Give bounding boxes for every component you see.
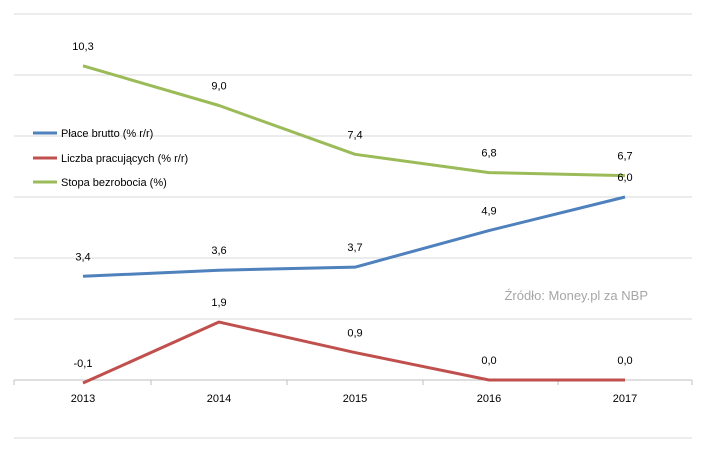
data-label: 4,9 (481, 206, 496, 218)
data-label: 0,0 (617, 355, 632, 367)
data-labels: 3,4 3,6 3,7 4,9 6,0 -0,1 1,9 0,9 0,0 0,0 10,3 9,0 7,… (72, 41, 632, 370)
series-line (82, 64, 626, 178)
source-note: Źródło: Money.pl za NBP (504, 288, 648, 303)
legend-label: Stopa bezrobocia (%) (61, 177, 167, 189)
x-tick-label: 2015 (343, 393, 367, 405)
data-label: 0,0 (481, 355, 496, 367)
data-label: 3,6 (211, 245, 226, 257)
data-label: 6,0 (617, 172, 632, 184)
legend: Płace brutto (% r/r) Liczba pracujących (… (33, 128, 188, 189)
data-label: -0,1 (74, 358, 93, 370)
data-label: 6,7 (617, 151, 632, 163)
data-label: 10,3 (72, 41, 93, 53)
x-tick-label: 2016 (477, 393, 501, 405)
series-line (82, 320, 625, 385)
data-label: 7,4 (347, 129, 362, 141)
data-label: 3,4 (75, 251, 90, 263)
data-label: 3,7 (347, 242, 362, 254)
data-label: 6,8 (481, 148, 496, 160)
legend-label: Płace brutto (% r/r) (61, 128, 153, 140)
series-line (82, 195, 626, 278)
x-tick-label: 2014 (207, 393, 231, 405)
data-label: 9,0 (211, 81, 226, 93)
x-tick-label: 2013 (71, 393, 95, 405)
series-lines (82, 64, 626, 385)
data-label: 1,9 (211, 297, 226, 309)
legend-label: Liczba pracujących (% r/r) (61, 153, 188, 165)
gridlines (14, 13, 692, 439)
x-tick-label: 2017 (613, 393, 637, 405)
x-axis-ticks: 2013 2014 2015 2016 2017 (13, 380, 693, 405)
data-label: 0,9 (347, 328, 362, 340)
